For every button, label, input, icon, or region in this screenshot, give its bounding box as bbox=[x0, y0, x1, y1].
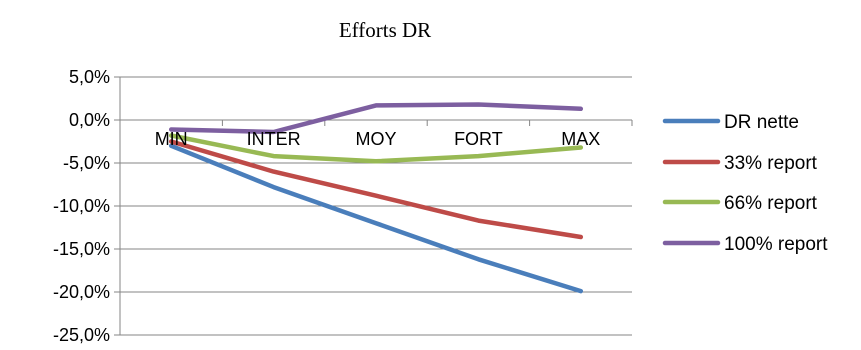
legend-label: DR nette bbox=[724, 112, 799, 133]
series-lines bbox=[168, 102, 584, 294]
series-line bbox=[168, 133, 584, 164]
x-category-label: MAX bbox=[561, 129, 600, 149]
series-line bbox=[168, 139, 584, 240]
axes bbox=[119, 77, 633, 335]
y-tick-label: 0,0% bbox=[69, 110, 110, 130]
y-tick-label: -25,0% bbox=[53, 325, 110, 345]
chart-title: Efforts DR bbox=[339, 18, 431, 42]
x-category-label: INTER bbox=[247, 129, 301, 149]
legend: DR nette 33% report 66% report 100% report bbox=[662, 112, 828, 255]
x-category-label: MOY bbox=[355, 129, 396, 149]
y-tick-label: -10,0% bbox=[53, 196, 110, 216]
y-tick-label: -15,0% bbox=[53, 239, 110, 259]
y-tick-label: -20,0% bbox=[53, 282, 110, 302]
legend-label: 66% report bbox=[724, 193, 818, 214]
legend-label: 100% report bbox=[724, 234, 828, 255]
gridlines bbox=[114, 76, 632, 336]
y-tick-label: 5,0% bbox=[69, 67, 110, 87]
series-line bbox=[168, 102, 584, 135]
y-axis-ticks: 5,0% 0,0% -5,0% -10,0% -15,0% -20,0% -25,0% bbox=[53, 67, 110, 345]
x-category-label: MIN bbox=[155, 129, 188, 149]
series-line bbox=[168, 143, 584, 294]
y-tick-label: -5,0% bbox=[63, 153, 110, 173]
x-category-label: FORT bbox=[454, 129, 503, 149]
legend-label: 33% report bbox=[724, 153, 818, 174]
x-axis-category-labels: MIN INTER MOY FORT MAX bbox=[155, 129, 601, 149]
